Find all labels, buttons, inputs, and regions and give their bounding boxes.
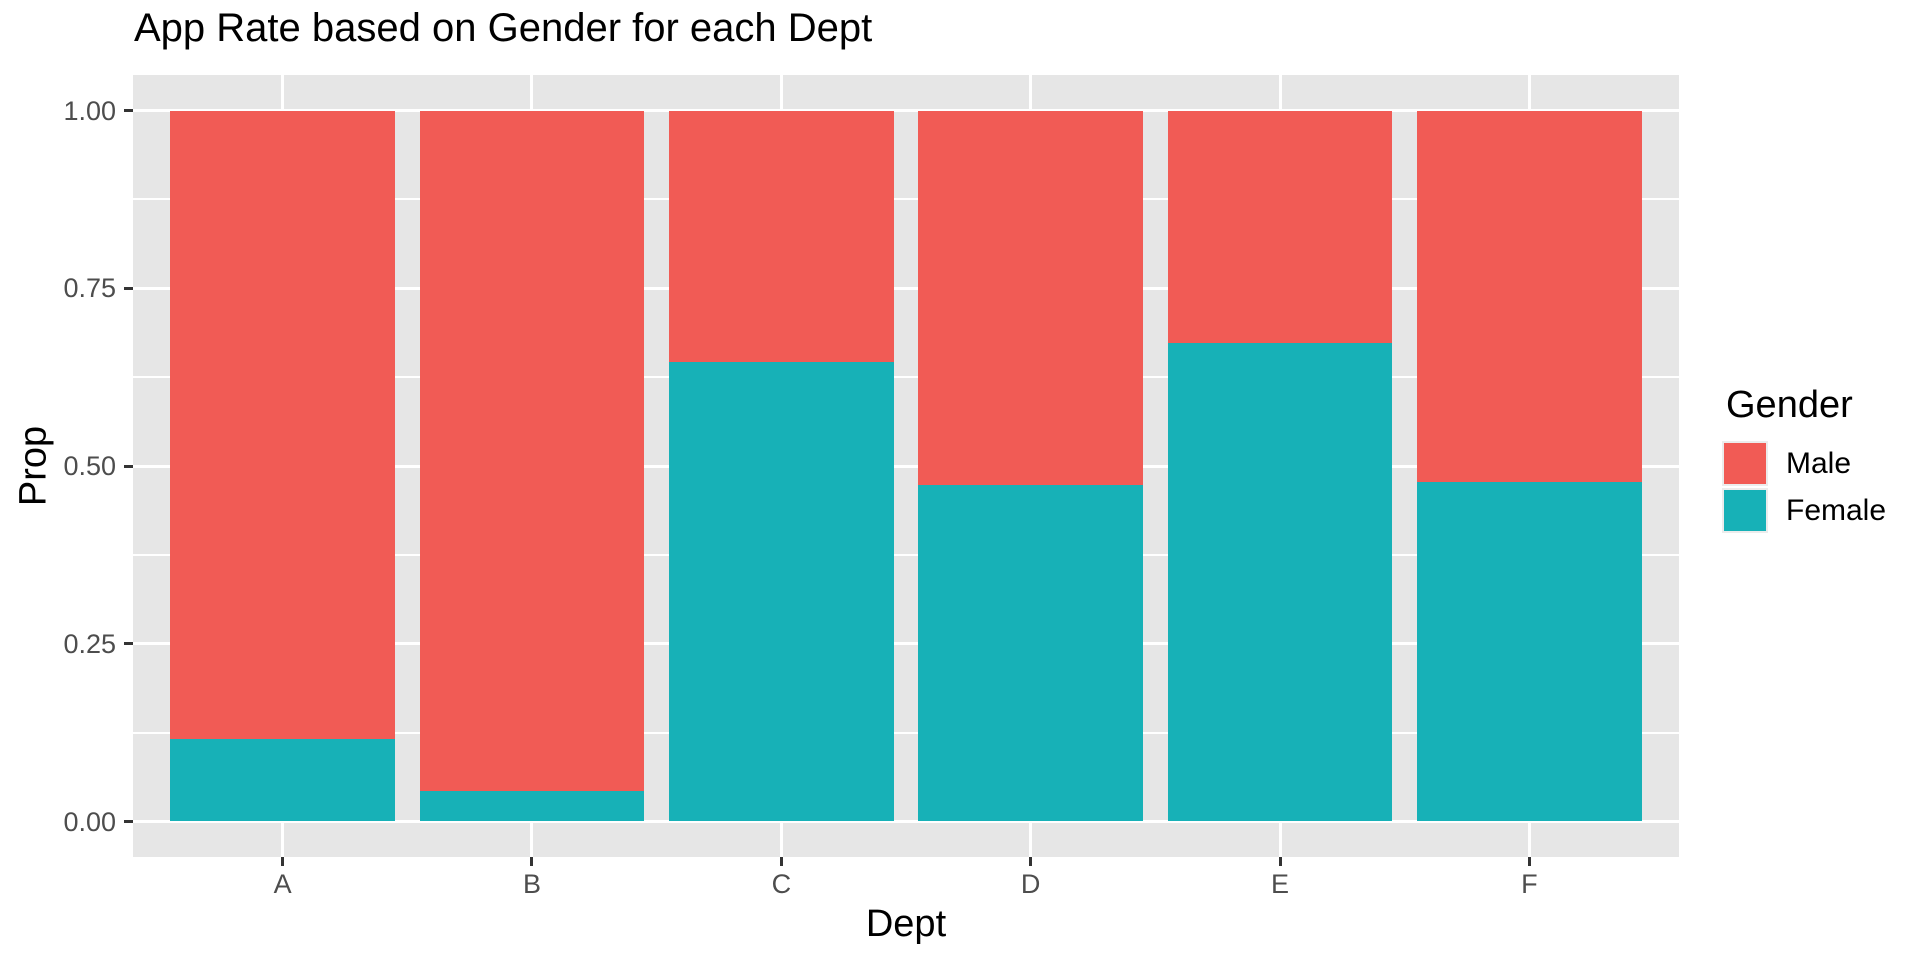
legend-item-female: Female <box>1710 488 1920 533</box>
x-tick-label: B <box>522 869 541 899</box>
y-tick-mark <box>124 286 133 290</box>
gridline-y-major <box>133 286 1679 290</box>
gridline-y-major <box>133 820 1679 823</box>
gridline-y-major <box>133 109 1679 112</box>
bar-f-female <box>1417 481 1642 822</box>
bar-e-male <box>1167 110 1393 343</box>
x-tick-label: C <box>771 869 792 899</box>
y-tick-mark <box>124 464 133 468</box>
gridline-y-minor <box>133 198 1679 201</box>
y-tick-mark <box>124 109 133 112</box>
legend-label: Female <box>1786 494 1887 527</box>
legend-items: Male Female <box>1710 441 1920 533</box>
bar-a-male <box>170 110 395 740</box>
y-tick-label: 0.25 <box>63 628 116 659</box>
x-tick-mark <box>281 857 285 866</box>
bar-e-female <box>1167 342 1393 822</box>
x-tick-mark <box>1527 857 1531 866</box>
y-tick-mark <box>124 642 133 646</box>
y-tick-label: 1.00 <box>63 95 116 126</box>
gridline-y-major <box>133 464 1679 468</box>
legend-swatch-male <box>1722 441 1768 486</box>
x-tick-mark <box>1029 857 1033 866</box>
y-tick-label: 0.75 <box>63 273 116 304</box>
bar-d-male <box>918 110 1143 486</box>
gridline-y-minor <box>133 376 1679 379</box>
x-tick-label: E <box>1271 869 1290 899</box>
x-tick-mark <box>779 857 783 866</box>
legend-label: Male <box>1786 447 1852 480</box>
y-tick-label: 0.50 <box>63 451 116 481</box>
bar-f-male <box>1417 110 1642 482</box>
legend-swatch-female <box>1722 488 1768 533</box>
x-tick-mark <box>1278 857 1282 866</box>
gridline-y-minor <box>133 553 1679 556</box>
x-tick-mark <box>530 857 534 866</box>
legend: Gender Male Female <box>1710 384 1920 535</box>
bar-c-female <box>669 362 894 822</box>
legend-title: Gender <box>1726 384 1853 426</box>
x-axis-title: Dept <box>865 903 947 945</box>
x-tick-label: D <box>1020 869 1041 899</box>
gridline-y-major <box>133 642 1679 646</box>
chart-title: App Rate based on Gender for each Dept <box>134 6 873 50</box>
y-tick-mark <box>124 820 133 823</box>
bar-c-male <box>669 110 894 363</box>
y-tick-label: 0.00 <box>63 806 116 837</box>
plot-panel <box>133 75 1679 857</box>
bar-b-male <box>419 110 645 791</box>
bar-a-female <box>170 739 395 822</box>
legend-item-male: Male <box>1710 441 1920 486</box>
gridline-y-minor <box>133 731 1679 734</box>
bar-d-female <box>918 485 1143 822</box>
x-tick-label: F <box>1521 869 1538 899</box>
bar-b-female <box>419 790 645 822</box>
x-tick-label: A <box>273 869 292 899</box>
